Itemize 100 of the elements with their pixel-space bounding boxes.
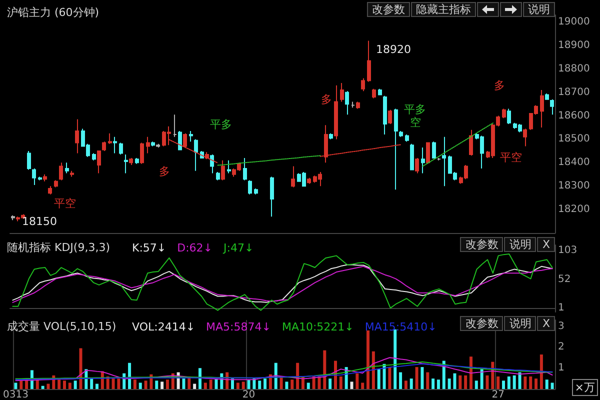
y-tick-label: 18200 — [558, 204, 590, 216]
candlestick — [523, 128, 527, 147]
annotation: 改参数 — [460, 316, 504, 331]
candlestick — [70, 170, 74, 178]
candlestick — [399, 130, 403, 138]
bar — [138, 382, 142, 389]
text: MA10:5221↓ — [282, 320, 354, 334]
candlestick — [27, 150, 31, 170]
bar — [318, 376, 321, 389]
annotation: X — [537, 237, 555, 252]
bar — [534, 378, 538, 389]
bar — [128, 362, 132, 389]
annotation: 空 — [410, 116, 421, 129]
annotation: 平多 — [210, 118, 232, 131]
candlestick — [270, 176, 274, 218]
bar — [502, 380, 506, 389]
y-tick-label: 18800 — [558, 63, 590, 74]
candlestick — [432, 141, 436, 158]
bar — [480, 369, 484, 389]
y-tick-label: 52 — [558, 274, 571, 285]
bar — [512, 375, 516, 389]
annotation: 说明 — [504, 316, 536, 331]
candlestick — [59, 162, 63, 181]
x-tick-label: 0313 — [2, 390, 28, 400]
bar — [448, 378, 451, 389]
annotation: 18920 — [376, 43, 411, 56]
series-label: D:62↓ — [177, 242, 213, 254]
bar — [377, 369, 380, 389]
candlestick — [38, 176, 42, 181]
candlestick — [135, 157, 139, 164]
bar — [323, 350, 326, 389]
bar — [361, 382, 364, 389]
bar — [356, 373, 359, 389]
annotation: 平多 — [404, 103, 426, 116]
annotation: X — [537, 316, 555, 331]
text: MA15:5410↓ — [364, 320, 437, 334]
bar — [74, 380, 77, 389]
candlestick — [378, 88, 382, 96]
candlestick — [227, 160, 231, 174]
bar — [540, 354, 543, 389]
text: MA5:5874↓ — [206, 320, 271, 334]
bar — [231, 378, 234, 389]
candlestick — [194, 138, 198, 172]
bar — [14, 382, 18, 389]
bar — [258, 380, 262, 389]
candlestick — [32, 168, 36, 186]
x-tick-label: 20 — [242, 390, 256, 400]
candlestick — [156, 143, 160, 148]
bar — [274, 362, 278, 389]
candlestick — [43, 174, 47, 182]
bar — [507, 376, 510, 389]
candlestick — [356, 101, 360, 110]
bar — [209, 380, 212, 389]
candlestick — [54, 180, 58, 188]
candlestick — [92, 152, 96, 161]
bar — [474, 380, 478, 389]
annotation: 18150 — [22, 215, 57, 228]
annotation: 说明 — [523, 2, 555, 17]
bar — [550, 382, 554, 389]
candlestick — [102, 141, 106, 152]
bar — [41, 386, 44, 389]
bar — [236, 382, 240, 389]
y-tick-label: 18300 — [558, 180, 590, 192]
text: J:47↓ — [222, 242, 254, 254]
chart-title: 沪铅主力 (60分钟) — [7, 6, 100, 19]
candlestick — [48, 186, 52, 195]
candlestick — [426, 142, 430, 164]
bar — [469, 356, 472, 389]
candlestick — [248, 180, 252, 195]
candlestick — [507, 108, 511, 124]
candlestick — [124, 154, 128, 174]
bar — [46, 384, 50, 389]
candlestick — [307, 177, 311, 184]
candlestick — [291, 166, 295, 188]
bar — [90, 378, 94, 389]
annotation: 隐藏主指标 — [411, 2, 476, 17]
bar — [420, 367, 424, 389]
chart-title: 成交量 VOL(5,10,15) — [7, 320, 116, 333]
candlestick — [210, 154, 214, 174]
candlestick — [421, 146, 425, 174]
bar — [404, 380, 408, 389]
candlestick — [550, 98, 554, 116]
bar — [394, 329, 397, 389]
candlestick — [189, 130, 193, 142]
bar — [290, 380, 294, 389]
annotation: 改参数 — [367, 2, 410, 17]
candlestick — [388, 109, 392, 124]
bar — [242, 382, 245, 389]
y-tick-label: 1 — [558, 362, 564, 374]
y-tick-label: 19000 — [558, 16, 590, 28]
candlestick — [361, 78, 365, 92]
candlestick — [151, 141, 155, 147]
bar — [372, 351, 375, 389]
annotation: 平空 — [54, 197, 76, 210]
series-label: K:57↓ — [132, 242, 166, 254]
bar — [410, 378, 413, 389]
candlestick — [243, 157, 247, 181]
bar — [96, 384, 99, 389]
bar — [62, 380, 66, 389]
bar — [112, 378, 115, 389]
